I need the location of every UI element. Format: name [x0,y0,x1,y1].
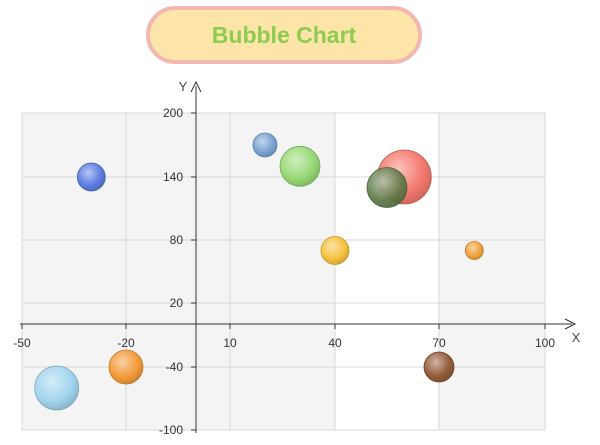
y-axis-label: Y [179,79,188,94]
bubble-point [252,132,278,158]
y-tick-label: -100 [159,423,183,437]
plot-band [439,113,545,430]
x-axis-label: X [572,330,581,345]
x-tick-label: -50 [13,336,31,350]
y-tick-label: 80 [170,233,184,247]
bubble-point [76,162,106,192]
bubble-point [34,365,80,411]
plot-band [126,113,196,430]
y-tick-label: 140 [163,170,183,184]
y-tick-label: 200 [163,106,183,120]
x-tick-label: -20 [117,336,135,350]
bubble-point [464,241,484,260]
y-axis-arrow [190,80,202,93]
plot-band [196,113,230,430]
bubble-point [366,167,408,208]
x-tick-label: 40 [328,336,342,350]
y-tick-label: 20 [170,296,184,310]
x-tick-label: 10 [223,336,237,350]
x-tick-label: 100 [535,336,555,350]
bubble-point [423,351,455,383]
chart-title: Bubble Chart [211,21,357,48]
x-axis-arrow [564,318,577,330]
bubble-point [108,349,144,385]
bubble-point [279,145,321,187]
bubble-point [320,236,350,265]
y-tick-label: -40 [166,360,184,374]
chart-title-badge: Bubble Chart [146,6,422,64]
x-tick-label: 70 [432,336,446,350]
